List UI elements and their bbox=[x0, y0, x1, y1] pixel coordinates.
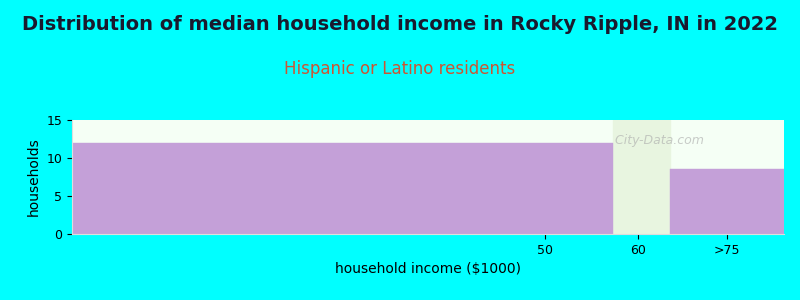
Bar bbox=[613, 120, 670, 234]
Bar bbox=[670, 169, 784, 234]
Text: Hispanic or Latino residents: Hispanic or Latino residents bbox=[284, 60, 516, 78]
Y-axis label: households: households bbox=[27, 138, 41, 216]
X-axis label: household income ($1000): household income ($1000) bbox=[335, 262, 521, 276]
Text: City-Data.com: City-Data.com bbox=[607, 134, 704, 147]
Bar bbox=[72, 143, 613, 234]
Text: Distribution of median household income in Rocky Ripple, IN in 2022: Distribution of median household income … bbox=[22, 15, 778, 34]
